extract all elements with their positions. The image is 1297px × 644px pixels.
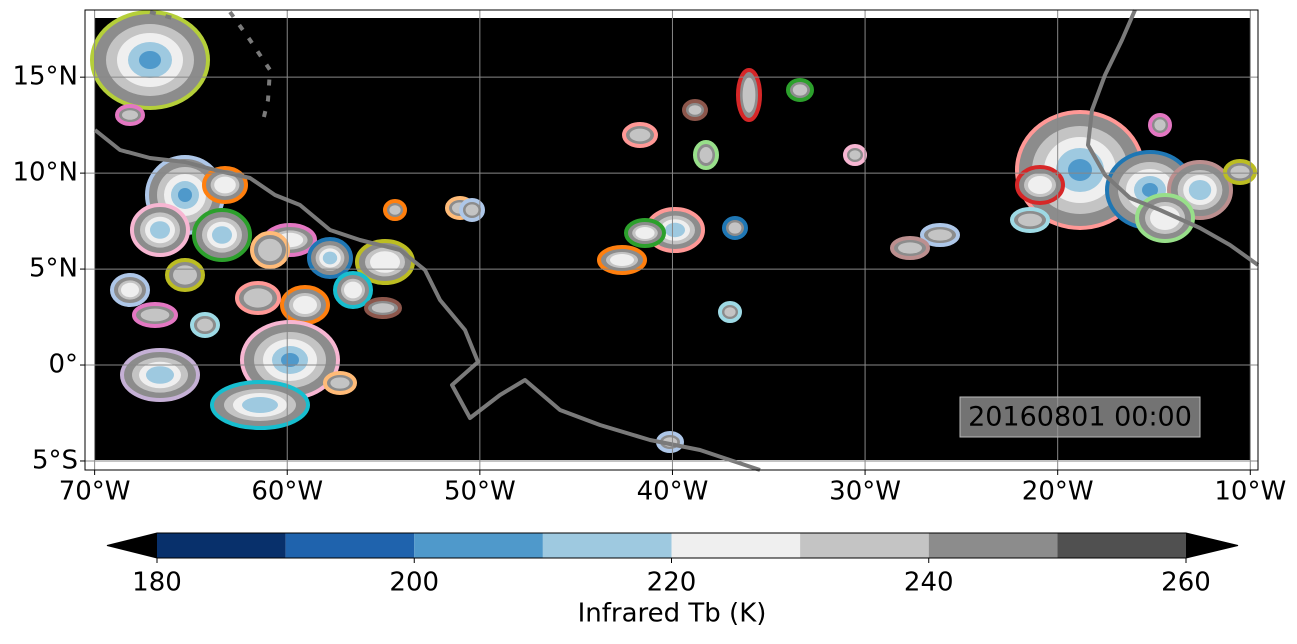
cloud-core — [389, 205, 401, 215]
x-tick-label: 50°W — [444, 477, 516, 507]
cloud-core — [635, 227, 655, 239]
cloud-core — [150, 221, 170, 239]
cloud-core — [322, 251, 338, 265]
colorbar-label: Infrared Tb (K) — [578, 599, 767, 629]
cloud-core — [173, 265, 197, 285]
cloud-core — [928, 229, 952, 241]
cloud-core — [898, 242, 922, 254]
colorbar-tick-label: 240 — [904, 568, 954, 598]
cloud-core — [849, 150, 861, 160]
cloud-core — [728, 222, 742, 234]
cloud-core — [243, 288, 273, 308]
colorbar-segment — [285, 533, 415, 558]
cloud-core — [1068, 159, 1092, 181]
cloud-core — [371, 303, 395, 313]
annotation-box — [959, 396, 1201, 438]
cloud-core — [629, 128, 651, 142]
colorbar-extend-max — [1186, 533, 1238, 558]
cloud-core — [724, 307, 736, 317]
cloud-core — [1018, 213, 1042, 227]
x-tick-label: 20°W — [1022, 477, 1094, 507]
cloud-core — [370, 251, 400, 273]
y-tick-label: 5°S — [32, 445, 78, 475]
cloud-core — [1154, 119, 1166, 131]
cloud-core — [121, 282, 139, 298]
cloud-core — [665, 222, 685, 238]
cloud-core — [281, 353, 299, 367]
colorbar-tick-label: 180 — [132, 568, 182, 598]
cloud-core — [214, 176, 236, 194]
colorbar-tick-label: 200 — [389, 568, 439, 598]
cloud-core — [465, 204, 479, 216]
x-tick-label: 70°W — [59, 477, 131, 507]
colorbar-segment — [542, 533, 672, 558]
cloud-core — [258, 238, 282, 262]
cloud-core — [688, 105, 702, 115]
coastline — [93, 128, 761, 472]
cloud-core — [1150, 206, 1180, 230]
colorbar-segment — [928, 533, 1058, 558]
cloud-core — [197, 318, 213, 332]
y-tick-label: 10°N — [12, 158, 78, 188]
y-tick-label: 5°N — [29, 254, 78, 284]
map-frame — [84, 9, 1259, 471]
cloud-layer — [90, 10, 1257, 453]
cloud-core — [1142, 183, 1158, 197]
cloud-core — [1230, 165, 1250, 179]
colorbar-segment — [1057, 533, 1186, 558]
cloud-core — [344, 281, 362, 299]
islands — [149, 10, 272, 126]
colorbar-segment — [157, 533, 286, 558]
colorbar-segment — [671, 533, 801, 558]
cloud-core — [122, 110, 138, 120]
x-tick-label: 30°W — [829, 477, 901, 507]
cloud-core — [242, 397, 278, 413]
colorbar-extend-min — [107, 533, 157, 558]
x-tick-label: 40°W — [637, 477, 709, 507]
cloud-core — [330, 377, 350, 389]
cloud-core — [146, 366, 174, 384]
y-tick-label: 15°N — [12, 62, 78, 92]
timestamp: 20160801 00:00 — [968, 402, 1192, 433]
colorbar-segment — [800, 533, 929, 558]
cloud-core — [293, 296, 317, 314]
cloud-core — [178, 188, 192, 202]
cloud-core — [610, 254, 634, 266]
colorbar-segment — [414, 533, 543, 558]
coastline — [1086, 9, 1260, 267]
x-tick-label: 60°W — [251, 477, 323, 507]
cloud-core — [1028, 176, 1052, 194]
cloud-core — [792, 84, 808, 96]
cloud-core — [699, 147, 713, 163]
cloud-core — [742, 77, 756, 113]
x-tick-label: 10°W — [1214, 477, 1286, 507]
y-tick-label: 0° — [48, 350, 78, 380]
colorbar-tick-label: 260 — [1161, 568, 1211, 598]
cloud-core — [1188, 180, 1212, 200]
cloud-core — [140, 308, 170, 322]
cloud-core — [139, 51, 161, 69]
colorbar-tick-label: 220 — [647, 568, 697, 598]
cloud-core — [212, 226, 232, 244]
